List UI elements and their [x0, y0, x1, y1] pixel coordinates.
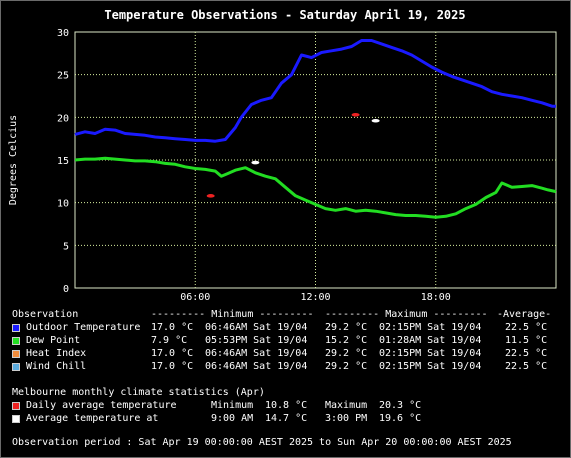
marker-daily-average-temperature — [351, 112, 360, 117]
legend-min-time: 06:46AM Sat 19/04 — [205, 322, 308, 333]
legend-name: Heat Index — [26, 348, 87, 359]
daily-minimum-label: Minimum — [211, 400, 254, 411]
legend-name: Wind Chill — [26, 361, 87, 372]
x-tick-label: 12:00 — [300, 292, 330, 300]
legend-header-average: -Average- — [497, 309, 552, 320]
legend-avg: 22.5 °C — [505, 322, 548, 333]
average-time-2: 3:00 PM — [325, 413, 368, 424]
legend-min: 17.0 °C — [151, 348, 194, 359]
daily-maximum-value: 20.3 °C — [379, 400, 422, 411]
legend-max-time: 02:15PM Sat 19/04 — [379, 348, 482, 359]
chart-title: Temperature Observations - Saturday Apri… — [104, 8, 465, 22]
legend-avg: 22.5 °C — [505, 348, 548, 359]
legend-max: 15.2 °C — [325, 335, 368, 346]
marker-daily-average-temperature — [206, 194, 215, 198]
average-time-1: 9:00 AM — [211, 413, 254, 424]
y-axis-label: Degrees Celcius — [8, 115, 19, 205]
legend-header-minimum: --------- Minimum --------- — [151, 309, 314, 320]
average-value-2: 19.6 °C — [379, 413, 422, 424]
legend-swatch — [12, 350, 20, 358]
legend-max: 29.2 °C — [325, 322, 368, 333]
observation-period: Observation period : Sat Apr 19 00:00:00… — [12, 437, 512, 448]
legend-min-time: 05:53PM Sat 19/04 — [205, 335, 308, 346]
y-tick-label: 15 — [57, 156, 69, 167]
legend-avg: 11.5 °C — [505, 335, 548, 346]
legend-min: 17.0 °C — [151, 322, 194, 333]
legend-header-observation: Observation — [12, 309, 79, 320]
y-tick-label: 10 — [57, 199, 69, 210]
legend-max: 29.2 °C — [325, 348, 368, 359]
legend-name: Dew Point — [26, 335, 81, 346]
daily-minimum-value: 10.8 °C — [265, 400, 308, 411]
climate-title: Melbourne monthly climate statistics (Ap… — [12, 387, 265, 398]
legend-swatch — [12, 324, 20, 332]
temperature-chart: Temperature Observations - Saturday Apri… — [8, 8, 557, 300]
y-tick-label: 25 — [57, 71, 69, 82]
legend-header-maximum: --------- Maximum --------- — [325, 309, 488, 320]
y-tick-label: 20 — [57, 113, 69, 124]
legend-name: Outdoor Temperature — [26, 322, 141, 333]
average-temperature-swatch — [12, 415, 20, 423]
marker-average-temperature — [371, 118, 380, 123]
marker-average-temperature — [251, 160, 260, 165]
average-value-1: 14.7 °C — [265, 413, 308, 424]
legend-max-time: 01:28AM Sat 19/04 — [379, 335, 482, 346]
daily-maximum-label: Maximum — [325, 400, 368, 411]
y-tick-label: 30 — [57, 28, 69, 39]
legend-min-time: 06:46AM Sat 19/04 — [205, 361, 308, 372]
series-line-outdoor-temperature — [74, 39, 556, 143]
series-line-dew-point — [74, 156, 557, 219]
x-tick-label: 06:00 — [180, 292, 210, 300]
legend-max-time: 02:15PM Sat 19/04 — [379, 361, 482, 372]
x-tick-label: 18:00 — [421, 292, 451, 300]
daily-average-label: Daily average temperature — [26, 400, 177, 411]
legend-swatch — [12, 363, 20, 371]
legend-min: 17.0 °C — [151, 361, 194, 372]
legend-swatch — [12, 337, 20, 345]
legend-avg: 22.5 °C — [505, 361, 548, 372]
legend-min: 7.9 °C — [151, 335, 188, 346]
daily-average-swatch — [12, 402, 20, 410]
legend-max-time: 02:15PM Sat 19/04 — [379, 322, 482, 333]
average-temperature-label: Average temperature at — [26, 413, 159, 424]
legend-max: 29.2 °C — [325, 361, 368, 372]
legend-min-time: 06:46AM Sat 19/04 — [205, 348, 308, 359]
y-tick-label: 5 — [63, 241, 69, 252]
y-tick-label: 0 — [63, 284, 69, 295]
